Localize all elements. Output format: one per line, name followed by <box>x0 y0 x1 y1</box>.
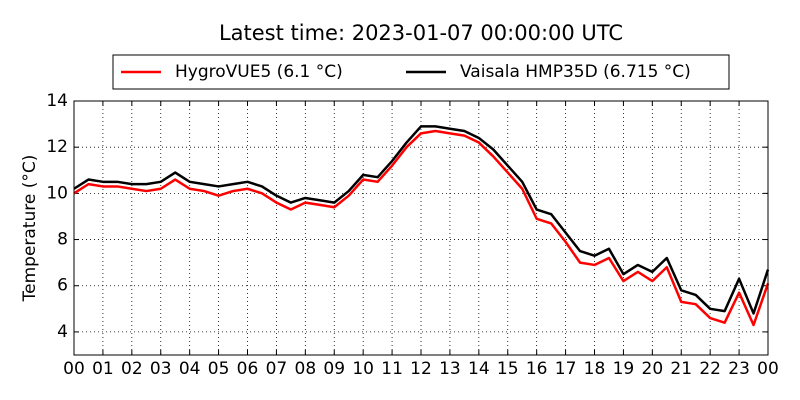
x-tick-label: 01 <box>92 359 114 379</box>
y-tick-label: 10 <box>46 183 68 203</box>
x-tick-label: 20 <box>642 359 664 379</box>
legend-label: HygroVUE5 (6.1 °C) <box>175 62 343 82</box>
x-tick-label: 19 <box>613 359 635 379</box>
x-tick-label: 09 <box>323 359 345 379</box>
x-tick-label: 12 <box>410 359 432 379</box>
x-tick-label: 15 <box>497 359 519 379</box>
x-tick-label: 17 <box>555 359 577 379</box>
x-tick-label: 06 <box>237 359 259 379</box>
x-tick-label: 13 <box>439 359 461 379</box>
plot-frame <box>73 100 769 356</box>
x-tick-label: 21 <box>670 359 692 379</box>
chart-title: Latest time: 2023-01-07 00:00:00 UTC <box>219 21 623 45</box>
x-tick-label: 22 <box>699 359 721 379</box>
y-tick-label: 6 <box>57 276 68 296</box>
x-tick-label: 10 <box>352 359 374 379</box>
x-tick-label: 16 <box>526 359 548 379</box>
x-tick-label: 04 <box>179 359 201 379</box>
y-tick-label: 12 <box>46 137 68 157</box>
x-tick-label: 02 <box>121 359 143 379</box>
y-tick-label: 4 <box>57 322 68 342</box>
y-axis-label: Temperature (°C) <box>20 155 40 303</box>
y-tick-label: 14 <box>46 91 68 111</box>
x-tick-label: 00 <box>63 359 85 379</box>
x-tick-label: 18 <box>584 359 606 379</box>
y-tick-label: 8 <box>57 230 68 250</box>
x-tick-label: 07 <box>266 359 288 379</box>
x-tick-label: 14 <box>468 359 490 379</box>
x-tick-label: 00 <box>757 359 779 379</box>
x-tick-label: 11 <box>381 359 403 379</box>
data-line <box>73 129 770 327</box>
legend-label: Vaisala HMP35D (6.715 °C) <box>460 62 691 82</box>
x-tick-label: 03 <box>150 359 172 379</box>
data-line <box>73 125 770 315</box>
x-tick-label: 08 <box>295 359 317 379</box>
x-tick-label: 23 <box>728 359 750 379</box>
x-tick-label: 05 <box>208 359 230 379</box>
